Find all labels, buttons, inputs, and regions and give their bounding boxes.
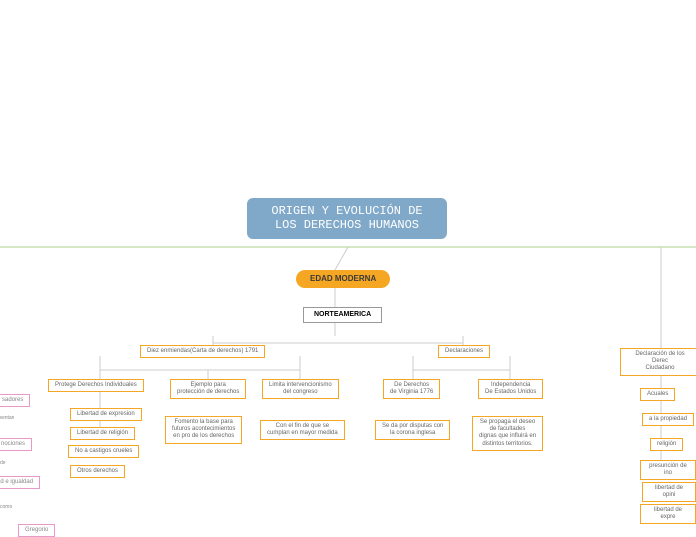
left1: sadores <box>0 394 30 407</box>
b2b-sub: Se propaga el deseode facultadesdignas q… <box>472 416 543 451</box>
left4: de <box>0 460 6 466</box>
right1: a la propiedad <box>642 413 694 426</box>
b1b: Ejemplo paraprotección de derechos <box>170 379 246 399</box>
b1a3: No a castigos crueles <box>68 445 139 458</box>
left3: nociones <box>0 438 32 451</box>
right4: libertad de opini <box>642 482 696 502</box>
right3: presunción de ino <box>640 460 696 480</box>
b1a1: Libertad de expresion <box>70 408 142 421</box>
b1c-sub: Con el fin de que secumplan en mayor med… <box>260 420 345 440</box>
b1b-sub: Fomento la base parafuturos acontecimien… <box>165 416 242 444</box>
left6: como <box>0 504 12 510</box>
branch1: Diez enmiendas(Carta de derechos) 1791 <box>140 345 265 358</box>
b1a4: Otros derechos <box>70 465 125 478</box>
right-top: Declaración de los DerecCiudadano <box>620 348 696 376</box>
root-line2: LOS DERECHOS HUMANOS <box>275 218 419 232</box>
b2a-sub: Se da por disputas conla corona inglesa <box>375 420 450 440</box>
left5: ad e igualdad <box>0 476 40 489</box>
era-node: EDAD MODERNA <box>296 270 390 288</box>
right2: religión <box>650 438 683 451</box>
b2b: IndependenciaDe Estados Unidos <box>478 379 543 399</box>
root-node: ORIGEN Y EVOLUCIÓN DE LOS DERECHOS HUMAN… <box>247 198 447 239</box>
left2: resentan <box>0 415 14 421</box>
continent-node: NORTEAMERICA <box>303 307 382 323</box>
left7: Gregorio <box>18 524 55 537</box>
right-mid: Acuales <box>640 388 675 401</box>
b1a: Protege Derechos Individuales <box>48 379 144 392</box>
connectors <box>0 0 696 520</box>
branch2: Declaraciones <box>438 345 490 358</box>
b1a2: Libertad de religión <box>70 427 135 440</box>
b1c: Limita intervencionismodel congreso <box>262 379 339 399</box>
root-line1: ORIGEN Y EVOLUCIÓN DE <box>271 204 422 218</box>
b2a: De Derechosde Virginia 1776 <box>383 379 440 399</box>
right5: libertad de expre <box>640 504 696 524</box>
